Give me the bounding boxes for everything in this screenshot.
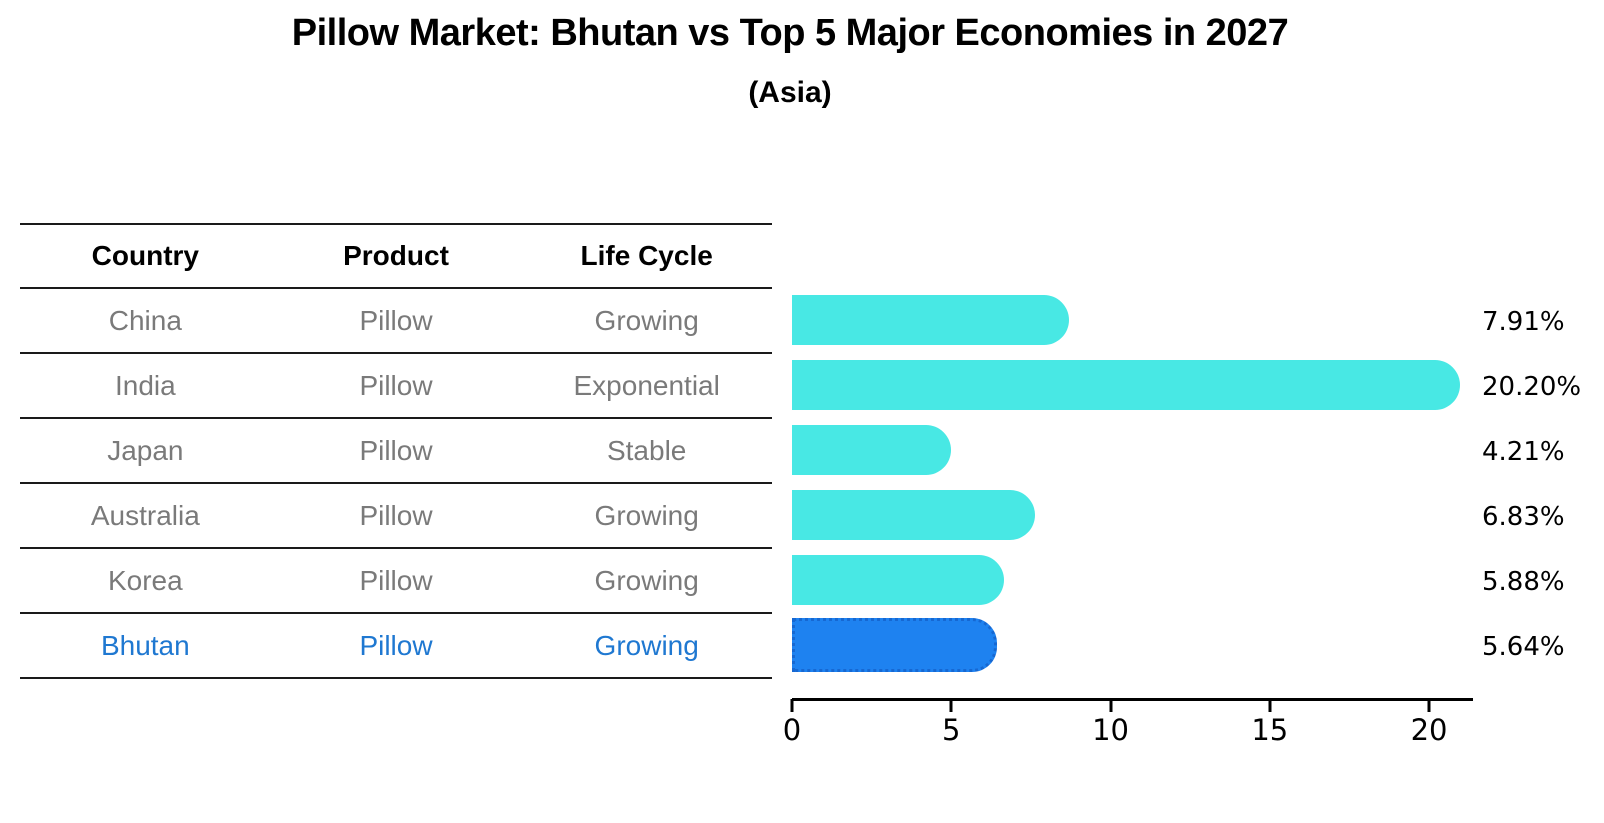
cell-country: Bhutan: [100, 629, 190, 661]
table-row-australia: Australia Pillow Growing: [20, 484, 772, 549]
x-axis-line: [792, 698, 1473, 701]
cell-country: Japan: [107, 434, 184, 466]
page-subtitle: (Asia): [748, 76, 832, 109]
table-row-japan: Japan Pillow Stable: [20, 419, 772, 484]
value-label-korea: 5.88%: [1482, 567, 1565, 597]
value-label-china: 7.91%: [1482, 307, 1565, 337]
x-tick-label-10: 10: [1092, 713, 1129, 747]
table-body: China Pillow Growing India Pillow Exponential…: [20, 289, 772, 679]
cell-life-cycle: Growing: [594, 564, 699, 596]
bar-japan: [792, 425, 952, 475]
x-tick-10: [1109, 699, 1113, 712]
cell-life-cycle: Stable: [606, 434, 687, 466]
value-label-japan: 4.21%: [1482, 437, 1565, 467]
x-tick-5: [949, 699, 953, 712]
cell-product: Pillow: [359, 499, 433, 531]
country-table: Country Product Life Cycle China Pillow Gr…: [20, 223, 772, 679]
cell-country: India: [114, 369, 176, 401]
bar-australia: [792, 490, 1035, 540]
cell-country: Australia: [90, 499, 200, 531]
table-row-korea: Korea Pillow Growing: [20, 549, 772, 614]
table-header-life-cycle: Life Cycle: [580, 240, 713, 271]
table-header-row: Country Product Life Cycle: [20, 225, 772, 289]
cell-life-cycle: Growing: [594, 304, 699, 336]
x-tick-label-0: 0: [782, 713, 802, 747]
table-row-india: India Pillow Exponential: [20, 354, 772, 419]
page-title: Pillow Market: Bhutan vs Top 5 Major Eco…: [291, 12, 1289, 54]
cell-life-cycle: Growing: [594, 499, 699, 531]
x-tick-0: [790, 699, 794, 712]
table-header-country: Country: [91, 240, 199, 271]
cell-country: China: [108, 304, 182, 336]
x-tick-label-20: 20: [1410, 713, 1448, 747]
cell-product: Pillow: [359, 564, 433, 596]
cell-life-cycle: Exponential: [573, 369, 720, 401]
table-row-china: China Pillow Growing: [20, 289, 772, 354]
bar-china: [792, 295, 1069, 345]
cell-country: Korea: [107, 564, 183, 596]
cell-product: Pillow: [359, 629, 433, 661]
cell-product: Pillow: [359, 369, 433, 401]
cell-product: Pillow: [359, 434, 433, 466]
table-row-bhutan: Bhutan Pillow Growing: [20, 614, 772, 679]
bar-bhutan: [792, 618, 997, 672]
bar-korea: [792, 555, 1005, 605]
x-tick-20: [1427, 699, 1431, 712]
value-label-australia: 6.83%: [1482, 502, 1565, 532]
table-header-product: Product: [343, 240, 449, 271]
cell-life-cycle: Growing: [594, 629, 699, 661]
value-label-bhutan: 5.64%: [1482, 632, 1565, 662]
x-tick-15: [1268, 699, 1272, 712]
cell-product: Pillow: [359, 304, 433, 336]
x-tick-label-5: 5: [942, 713, 961, 747]
x-tick-label-15: 15: [1251, 713, 1289, 747]
bar-india: [792, 360, 1461, 410]
value-label-india: 20.20%: [1482, 372, 1582, 402]
